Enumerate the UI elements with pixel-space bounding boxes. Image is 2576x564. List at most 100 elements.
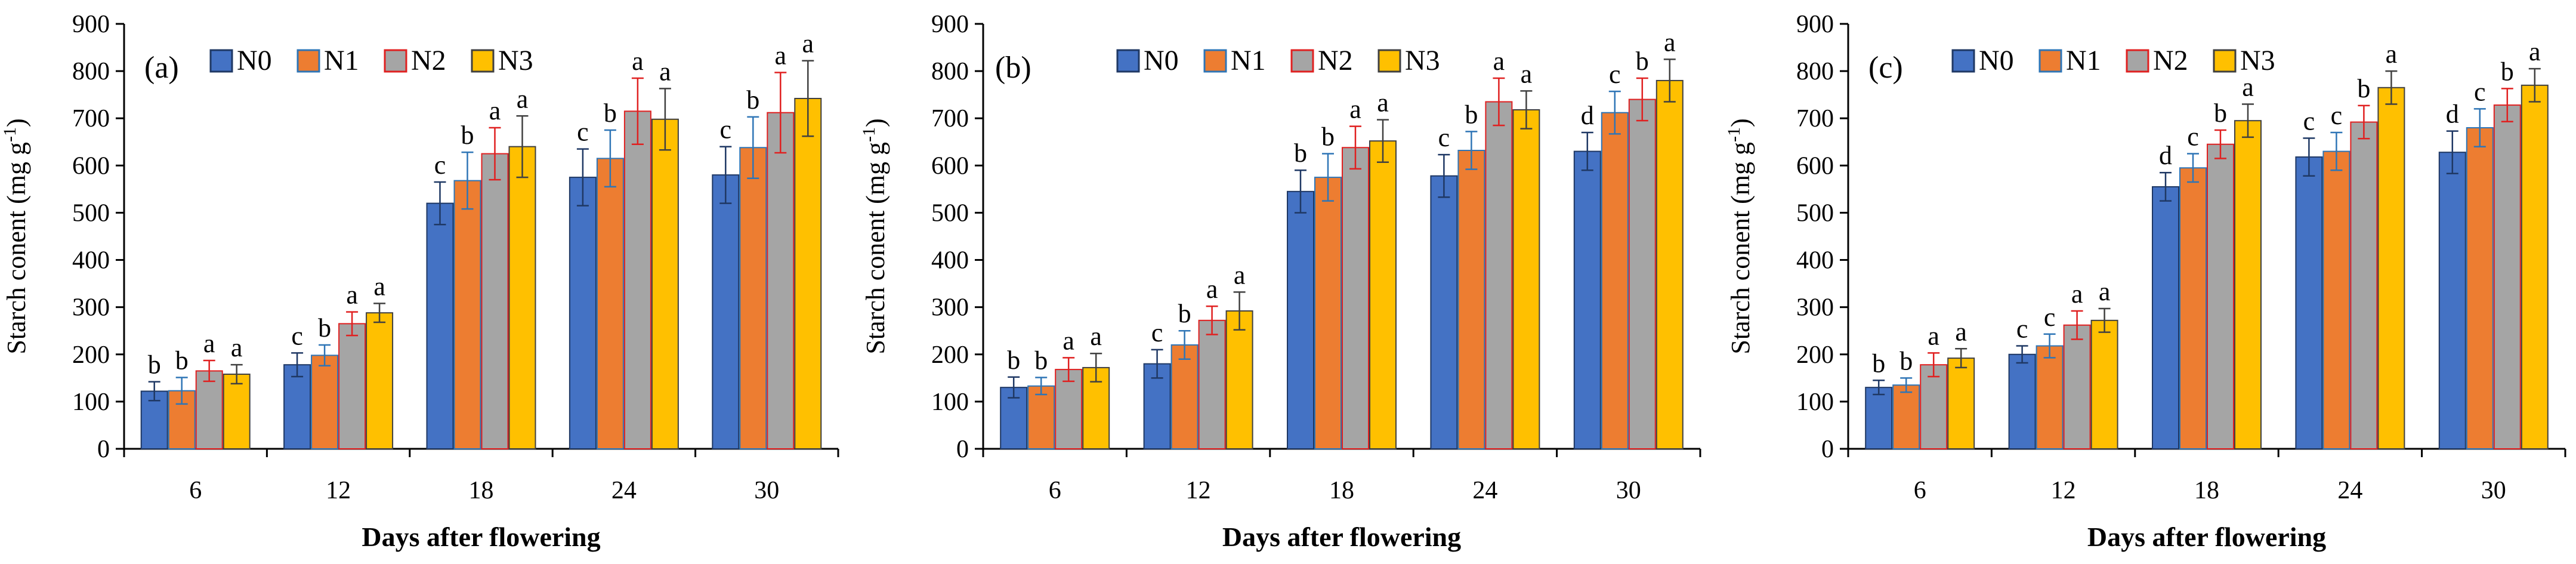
y-tick-label: 500 [1796, 199, 1834, 227]
significance-letter: a [2071, 279, 2083, 309]
significance-letter: a [659, 57, 671, 86]
bar-n0-18 [2152, 186, 2179, 449]
bar-n1-12 [311, 355, 339, 449]
significance-letter: c [1151, 318, 1163, 347]
bar-n3-12 [2090, 319, 2118, 449]
panel-label: (a) [144, 51, 179, 85]
x-tick-label: 12 [326, 477, 351, 504]
significance-letter: a [1955, 317, 1967, 346]
x-tick-label: 30 [1616, 477, 1641, 504]
legend: N0 N1 N2 N3 [1951, 45, 2275, 76]
y-tick-label: 700 [931, 105, 969, 132]
significance-letter: c [1609, 60, 1621, 89]
y-tick-label: 700 [72, 105, 110, 132]
y-axis-title-main: Starch conent (mg g [861, 142, 890, 355]
y-tick-label: 600 [1796, 152, 1834, 180]
bar-n1-6 [1027, 385, 1055, 450]
significance-letter: a [1521, 59, 1533, 88]
significance-letter: c [291, 321, 303, 350]
bar-n1-24 [2322, 150, 2350, 449]
significance-letter: a [517, 84, 529, 113]
bar-n2-18 [1342, 147, 1369, 449]
chart-panel-3: 0 100 200 300 400 500 600 700 800 900 6 12 18 24 30 Day… [1724, 11, 2566, 552]
panel-label: (b) [995, 51, 1031, 85]
legend-label-n0: N0 [1979, 45, 2014, 76]
x-tick-label: 24 [1472, 477, 1497, 504]
bar-n0-18 [426, 202, 454, 449]
legend-swatch-n0 [1116, 49, 1140, 73]
bar-n3-30 [2521, 84, 2549, 450]
x-tick-label: 30 [2481, 477, 2506, 504]
bar-n1-18 [2179, 167, 2207, 449]
legend-swatch-n1 [2038, 49, 2062, 73]
significance-letter: b [318, 313, 331, 343]
significance-letter: b [1034, 346, 1048, 375]
significance-letter: a [2386, 39, 2398, 69]
significance-letter: c [2474, 77, 2486, 106]
significance-letter: c [2044, 303, 2056, 332]
significance-letter: c [2187, 122, 2199, 152]
bar-n3-12 [1225, 310, 1253, 449]
legend: N0 N1 N2 N3 [209, 45, 533, 76]
bar-n1-12 [2036, 345, 2064, 449]
legend-label-n0: N0 [237, 45, 272, 76]
bar-n0-24 [2295, 156, 2323, 449]
y-tick-label: 900 [72, 11, 110, 38]
y-tick-label: 500 [931, 199, 969, 227]
y-axis-title: Starch conent (mg g-1) [859, 118, 890, 354]
bar-n2-18 [481, 153, 509, 449]
significance-letter: a [1090, 322, 1102, 351]
significance-letter: a [1493, 47, 1505, 76]
significance-letter: a [2529, 37, 2541, 66]
significance-letter: d [1581, 101, 1594, 130]
legend-swatch-n0 [1951, 49, 1975, 73]
x-axis-title: Days after flowering [1222, 522, 1461, 552]
y-tick-label: 500 [72, 199, 110, 227]
y-axis-title: Starch conent (mg g-1) [0, 118, 31, 354]
legend-swatch-n3 [471, 49, 495, 73]
legend-label-n3: N3 [1405, 45, 1440, 76]
significance-letter: a [1234, 260, 1246, 289]
y-tick-label: 300 [931, 294, 969, 322]
y-tick-label: 700 [1796, 105, 1834, 132]
bar-n0-30 [1573, 150, 1601, 449]
significance-letter: b [1294, 138, 1307, 168]
x-tick-label: 18 [469, 477, 494, 504]
bar-n3-18 [2234, 120, 2262, 449]
significance-letter: b [1465, 100, 1478, 129]
legend-swatch-n0 [209, 49, 233, 73]
y-axis-title-close: ) [861, 118, 890, 127]
x-axis-title: Days after flowering [362, 522, 600, 552]
y-tick-label: 800 [1796, 58, 1834, 85]
y-tick-label: 600 [931, 152, 969, 180]
y-axis-title: Starch conent (mg g-1) [1724, 118, 1755, 354]
bar-n3-12 [366, 312, 394, 449]
x-tick-label: 30 [754, 477, 779, 504]
significance-letter: a [1206, 275, 1218, 304]
bar-n1-18 [1314, 177, 1342, 449]
legend-label-n1: N1 [324, 45, 359, 76]
legend-swatch-n1 [296, 49, 320, 73]
bar-n1-24 [596, 158, 624, 449]
bar-n3-24 [1512, 109, 1540, 449]
y-tick-label: 900 [1796, 11, 1834, 38]
bar-n3-6 [223, 374, 251, 450]
significance-letter: d [2159, 141, 2172, 170]
bar-n1-6 [1892, 384, 1920, 450]
bar-n0-24 [1430, 175, 1458, 449]
bar-n3-30 [1655, 79, 1684, 449]
significance-letter: b [1321, 122, 1335, 152]
y-axis-title-sup: -1 [1724, 127, 1744, 142]
significance-letter: b [2501, 57, 2514, 86]
significance-letter: a [1062, 326, 1074, 355]
significance-letter: b [1899, 346, 1913, 375]
significance-letter: c [2331, 101, 2343, 130]
bar-n3-18 [508, 146, 536, 449]
y-tick-label: 600 [72, 152, 110, 180]
legend-swatch-n2 [384, 49, 407, 73]
significance-letter: a [802, 29, 814, 58]
y-tick-label: 400 [1796, 247, 1834, 275]
y-tick-label: 300 [1796, 294, 1834, 322]
bar-n2-24 [1485, 101, 1513, 450]
